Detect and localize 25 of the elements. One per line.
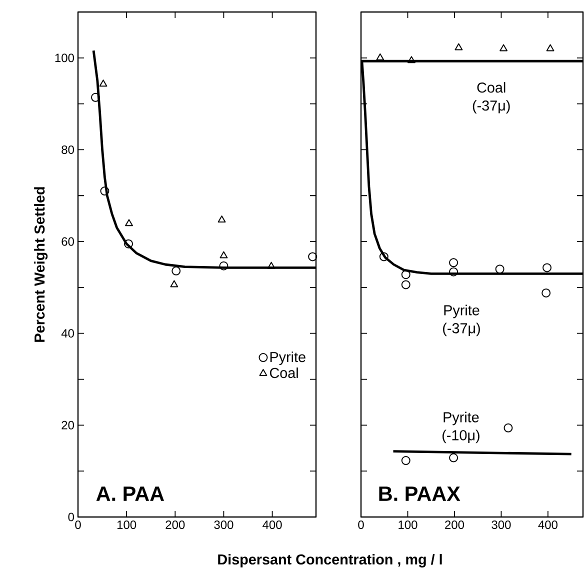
y-tick-label: 20 — [62, 420, 74, 430]
x-tick-label: 300 — [214, 520, 234, 530]
y-tick-label: 80 — [62, 145, 74, 154]
x-tick-label: 0 — [358, 520, 364, 530]
text: Coal (-37μ) — [472, 82, 510, 114]
x-tick-label: 100 — [398, 520, 418, 530]
x-tick-label: 400 — [538, 520, 558, 530]
series-label: Pyrite (-10μ) — [442, 412, 480, 444]
annotation: B. PAAX — [379, 486, 460, 501]
text: Pyrite (-37μ) — [443, 304, 480, 336]
legend-label: Coal — [270, 368, 298, 378]
x-tick-label: 300 — [492, 520, 511, 530]
annotation: A. PAA — [96, 486, 164, 501]
y-axis-title: Percent Weight Settled — [34, 187, 48, 342]
y-tick-label: 60 — [62, 237, 74, 246]
x-tick-label: 200 — [445, 520, 464, 530]
x-tick-label: 0 — [75, 520, 81, 530]
y-tick-label: 0 — [68, 512, 74, 522]
legend-label: Pyrite — [270, 352, 306, 365]
y-tick-label: 100 — [55, 54, 74, 62]
x-tick-label: 400 — [262, 520, 282, 530]
y-tick-label: 40 — [61, 329, 74, 338]
x-axis-title: Dispersant Concentration , mg / l — [218, 554, 442, 568]
x-tick-label: 100 — [117, 520, 136, 530]
x-tick-label: 200 — [166, 520, 185, 530]
